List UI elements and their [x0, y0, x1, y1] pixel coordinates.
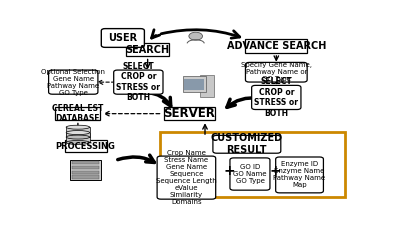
Text: SEARCH: SEARCH: [126, 45, 170, 55]
FancyBboxPatch shape: [184, 79, 204, 90]
FancyBboxPatch shape: [65, 140, 106, 152]
FancyBboxPatch shape: [114, 70, 163, 94]
FancyBboxPatch shape: [72, 161, 99, 165]
Text: Optional Selection
Gene Name
Pathway Name
GO Type: Optional Selection Gene Name Pathway Nam…: [41, 69, 105, 96]
Text: SELECT
CROP or
STRESS or
BOTH: SELECT CROP or STRESS or BOTH: [116, 62, 160, 102]
Text: CEREAL EST
DATABASE: CEREAL EST DATABASE: [52, 104, 104, 123]
FancyBboxPatch shape: [101, 29, 144, 47]
Text: Specify Gene Name,
Pathway Name or
GO Type: Specify Gene Name, Pathway Name or GO Ty…: [241, 62, 312, 82]
FancyBboxPatch shape: [213, 135, 281, 153]
FancyBboxPatch shape: [49, 70, 98, 94]
FancyBboxPatch shape: [182, 76, 206, 91]
FancyBboxPatch shape: [230, 158, 270, 190]
Text: ADVANCE SEARCH: ADVANCE SEARCH: [227, 41, 326, 51]
FancyBboxPatch shape: [276, 157, 324, 193]
FancyBboxPatch shape: [70, 160, 101, 180]
FancyBboxPatch shape: [245, 39, 307, 53]
FancyBboxPatch shape: [164, 107, 215, 121]
Ellipse shape: [66, 135, 90, 139]
FancyBboxPatch shape: [72, 166, 99, 169]
FancyBboxPatch shape: [72, 171, 99, 174]
Text: SERVER: SERVER: [164, 107, 216, 120]
Text: PROCESSING: PROCESSING: [56, 142, 116, 151]
Text: CUSTOMIZED
RESULT: CUSTOMIZED RESULT: [211, 133, 283, 155]
FancyBboxPatch shape: [72, 175, 99, 179]
Text: +: +: [270, 164, 282, 178]
Circle shape: [189, 32, 202, 40]
FancyBboxPatch shape: [126, 43, 169, 56]
FancyBboxPatch shape: [66, 133, 90, 143]
Text: Crop Name
Stress Name
Gene Name
Sequence
Sequence Length
eValue
Similarity
Domai: Crop Name Stress Name Gene Name Sequence…: [156, 150, 217, 205]
FancyBboxPatch shape: [252, 85, 301, 110]
FancyBboxPatch shape: [246, 62, 307, 82]
Ellipse shape: [66, 131, 90, 135]
Ellipse shape: [66, 125, 90, 129]
Text: +: +: [223, 164, 235, 178]
Ellipse shape: [66, 140, 90, 144]
FancyBboxPatch shape: [56, 107, 100, 121]
FancyBboxPatch shape: [157, 156, 216, 199]
Text: USER: USER: [108, 33, 138, 43]
FancyBboxPatch shape: [66, 127, 90, 137]
Text: Enzyme ID
Enzyme Name
Pathway Name
Map: Enzyme ID Enzyme Name Pathway Name Map: [274, 161, 326, 188]
FancyBboxPatch shape: [200, 75, 214, 97]
Text: SELECT
CROP or
STRESS or
BOTH: SELECT CROP or STRESS or BOTH: [254, 77, 298, 117]
Text: GO ID
GO Name
GO Type: GO ID GO Name GO Type: [233, 164, 267, 184]
